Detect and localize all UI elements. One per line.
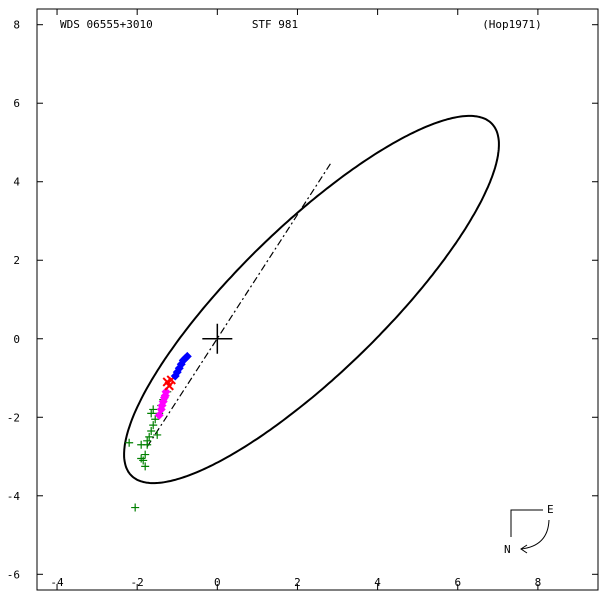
- y-tick-label: 0: [13, 333, 20, 346]
- observation-point: [139, 456, 148, 465]
- header-left: WDS 06555+3010: [60, 18, 153, 31]
- x-tick-label: -2: [131, 576, 144, 589]
- compass-north-arc: [520, 519, 550, 550]
- orbit-ellipse: [123, 114, 500, 485]
- observation-point: [145, 432, 154, 441]
- x-tick-label: -4: [50, 576, 64, 589]
- observation-point: [151, 415, 160, 424]
- compass-arrow-head: [520, 544, 528, 554]
- observation-point: [153, 430, 162, 439]
- axis-ticks: -4 -2 0 2 4 6 8 -6 -4 -2 0 2 4 6 8: [7, 9, 598, 590]
- observation-point: [149, 405, 158, 414]
- y-tick-label: -2: [7, 411, 20, 424]
- y-tick-label: 8: [13, 19, 20, 32]
- y-tick-label: -6: [7, 568, 20, 581]
- compass-east-label: E: [547, 503, 554, 516]
- compass: E N: [504, 503, 554, 556]
- header-center: STF 981: [252, 18, 298, 31]
- observation-point: [182, 351, 192, 361]
- x-tick-label: 2: [294, 576, 301, 589]
- observation-point: [143, 436, 152, 445]
- x-tick-label: 8: [535, 576, 542, 589]
- observations: [125, 351, 192, 512]
- observation-point: [141, 450, 150, 459]
- observation-point: [137, 440, 146, 449]
- y-tick-label: 4: [13, 176, 20, 189]
- primary-star-marker: [202, 323, 233, 354]
- y-tick-label: -4: [7, 490, 21, 503]
- y-tick-label: 2: [13, 254, 20, 267]
- line-of-nodes: [146, 161, 333, 448]
- observation-point: [164, 381, 174, 391]
- primary-star: [202, 323, 233, 354]
- observation-point: [147, 409, 156, 418]
- observation-point: [147, 427, 156, 436]
- observation-point: [161, 387, 171, 397]
- observation-point: [149, 421, 158, 430]
- observation-point: [131, 503, 140, 512]
- compass-east-arrow: [510, 509, 543, 537]
- x-tick-label: 0: [214, 576, 221, 589]
- plot-frame: [36, 8, 599, 591]
- x-tick-label: 6: [454, 576, 461, 589]
- observation-point: [141, 462, 150, 471]
- observation-point: [125, 438, 134, 447]
- x-tick-label: 4: [374, 576, 381, 589]
- header-right: (Hop1971): [482, 18, 542, 31]
- y-tick-label: 6: [13, 97, 20, 110]
- observation-point: [137, 454, 146, 463]
- compass-north-label: N: [504, 543, 511, 556]
